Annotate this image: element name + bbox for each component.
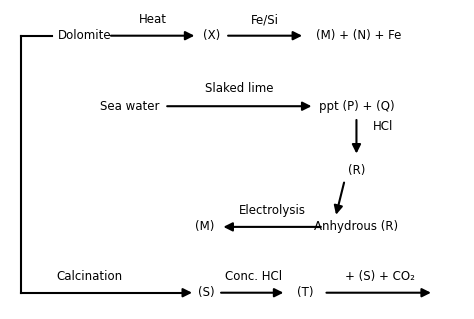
Text: (S): (S) <box>198 286 215 299</box>
Text: Dolomite: Dolomite <box>58 29 111 42</box>
Text: (X): (X) <box>202 29 220 42</box>
Text: Conc. HCl: Conc. HCl <box>225 270 282 283</box>
Text: Calcination: Calcination <box>56 270 122 283</box>
Text: (R): (R) <box>348 164 365 177</box>
Text: (T): (T) <box>297 286 313 299</box>
Text: Anhydrous (R): Anhydrous (R) <box>314 220 399 234</box>
Text: Heat: Heat <box>139 13 167 26</box>
Text: Sea water: Sea water <box>100 100 159 113</box>
Text: (M) + (N) + Fe: (M) + (N) + Fe <box>316 29 401 42</box>
Text: Electrolysis: Electrolysis <box>238 204 306 218</box>
Text: (M): (M) <box>194 220 214 234</box>
Text: Slaked lime: Slaked lime <box>205 82 273 95</box>
Text: + (S) + CO₂: + (S) + CO₂ <box>345 270 415 283</box>
Text: HCl: HCl <box>373 120 393 133</box>
Text: Fe/Si: Fe/Si <box>251 13 279 26</box>
Text: ppt (P) + (Q): ppt (P) + (Q) <box>319 100 394 113</box>
